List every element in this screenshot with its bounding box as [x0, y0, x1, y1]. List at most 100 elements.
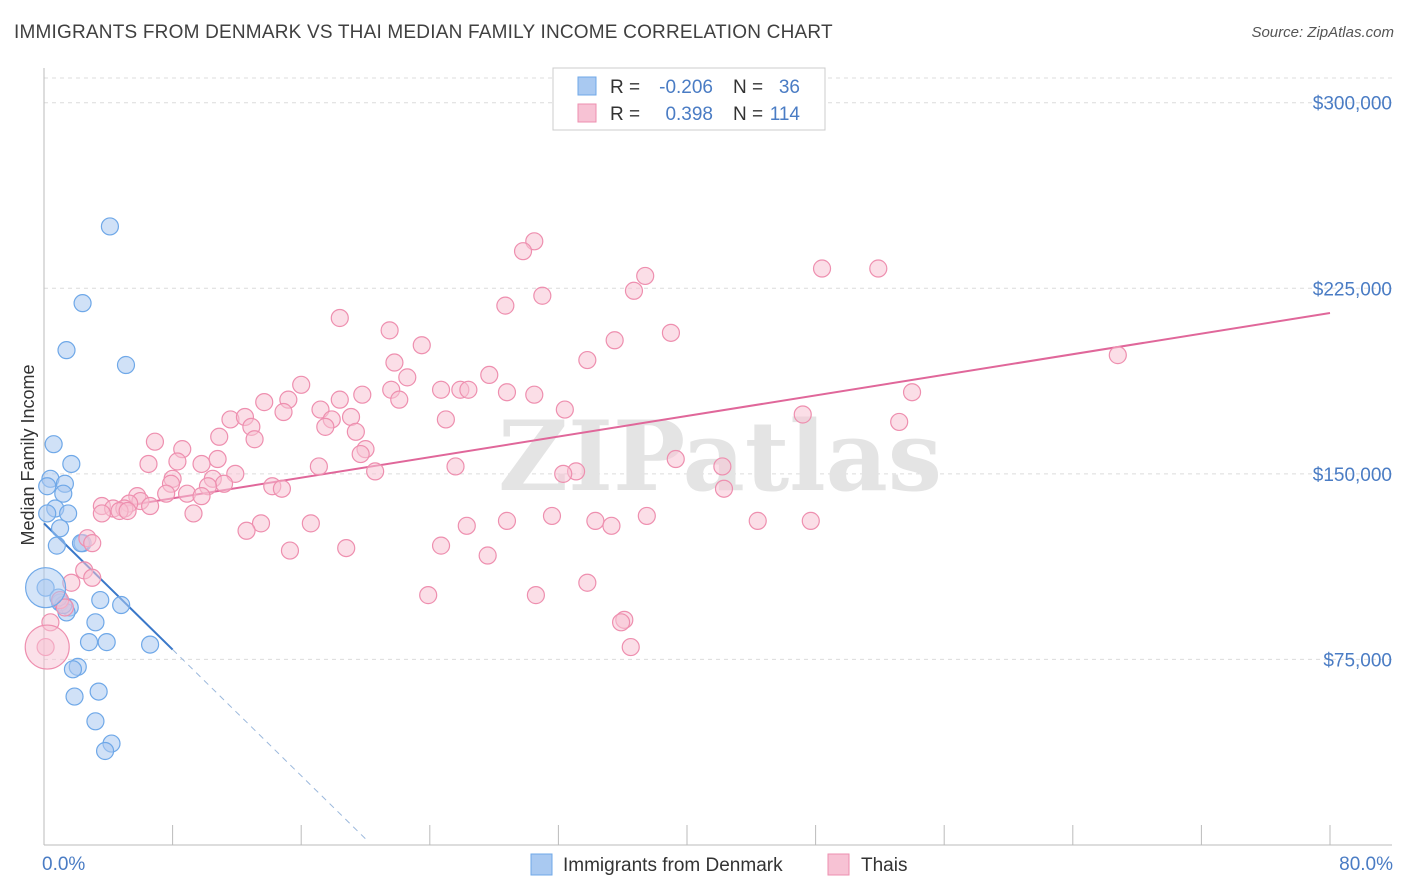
- point-thais-5: [533, 286, 552, 305]
- point-thais-37: [274, 402, 293, 422]
- point-denmark-16: [47, 536, 66, 555]
- point-thais-13: [578, 350, 597, 370]
- point-thais-40: [890, 412, 909, 432]
- point-denmark-4: [44, 435, 63, 454]
- point-denmark-5: [62, 454, 81, 474]
- point-denmark-31: [86, 712, 105, 731]
- point-thais-97: [431, 536, 451, 555]
- point-denmark-29: [89, 682, 108, 701]
- point-denmark-cluster: [25, 567, 67, 609]
- stats-r-label-thais: R =: [610, 104, 640, 125]
- point-thais-83: [251, 514, 271, 533]
- point-thais-96: [83, 534, 102, 553]
- chart-title: IMMIGRANTS FROM DENMARK VS THAI MEDIAN F…: [14, 22, 833, 43]
- point-denmark-18: [91, 590, 110, 610]
- point-thais-17: [398, 368, 417, 387]
- point-thais-84: [237, 521, 256, 540]
- point-thais-85: [301, 514, 320, 533]
- point-thais-cluster: [24, 624, 70, 670]
- point-denmark-2: [57, 341, 76, 360]
- point-thais-35: [436, 410, 455, 429]
- point-thais-102: [83, 568, 102, 587]
- stats-n-value-thais: 114: [770, 104, 801, 125]
- y-tick-label-3: $300,000: [1313, 94, 1392, 115]
- point-thais-23: [497, 383, 517, 402]
- stats-n-label-denmark: N =: [733, 77, 763, 98]
- point-thais-31: [555, 400, 574, 419]
- point-thais-10: [605, 331, 624, 350]
- point-thais-67: [272, 479, 292, 498]
- point-thais-42: [316, 417, 335, 436]
- point-thais-58: [366, 462, 385, 481]
- point-thais-19: [431, 380, 451, 399]
- point-thais-50: [666, 449, 685, 469]
- series-legend: Immigrants from Denmark Thais: [530, 853, 907, 876]
- point-denmark-23: [86, 613, 105, 632]
- point-thais-22: [459, 380, 478, 399]
- trend-line-thais: [124, 312, 1331, 508]
- point-thais-88: [542, 506, 562, 526]
- point-thais-14: [385, 353, 404, 372]
- y-tick-label-1: $150,000: [1313, 465, 1392, 486]
- chart-source: Source: ZipAtlas.com: [1251, 24, 1394, 41]
- stats-r-label-denmark: R =: [610, 77, 640, 98]
- point-thais-3: [869, 259, 888, 278]
- points-layer: [24, 217, 1127, 761]
- point-thais-45: [245, 430, 264, 449]
- point-thais-4: [636, 266, 655, 286]
- point-thais-70: [192, 487, 211, 506]
- legend-swatch-thais: [827, 853, 850, 876]
- point-thais-110: [611, 613, 631, 632]
- point-thais-99: [280, 541, 300, 560]
- point-thais-71: [157, 484, 176, 503]
- point-denmark-28: [63, 660, 83, 679]
- point-thais-25: [353, 385, 372, 404]
- point-thais-51: [208, 449, 227, 469]
- point-thais-49: [351, 444, 370, 464]
- point-thais-89: [637, 506, 656, 526]
- point-denmark-25: [97, 633, 116, 652]
- trend-line-denmark-extension: [172, 649, 366, 840]
- point-denmark-11: [59, 504, 78, 523]
- point-denmark-0: [100, 217, 120, 236]
- point-thais-16: [480, 365, 499, 385]
- stats-swatch-denmark: [577, 76, 597, 96]
- stats-legend: R = -0.206 N = 36 R = 0.398 N = 114: [552, 67, 826, 131]
- stats-r-value-thais: 0.398: [665, 104, 713, 125]
- point-thais-80: [92, 504, 111, 523]
- point-denmark-9: [54, 484, 73, 503]
- point-thais-90: [586, 511, 605, 530]
- point-thais-100: [478, 546, 497, 565]
- axes-layer: [43, 68, 1392, 846]
- point-thais-93: [801, 511, 820, 530]
- stats-r-value-denmark: -0.206: [659, 77, 713, 98]
- point-thais-12: [661, 323, 681, 342]
- point-thais-24: [525, 385, 544, 404]
- point-thais-6: [624, 281, 644, 300]
- y-tick-label-0: $75,000: [1323, 650, 1392, 671]
- point-thais-7: [496, 296, 515, 315]
- point-thais-1: [513, 242, 533, 261]
- point-denmark-26: [140, 635, 160, 654]
- point-thais-18: [292, 375, 311, 394]
- point-denmark-8: [38, 477, 57, 496]
- point-thais-86: [457, 516, 476, 535]
- point-thais-27: [390, 390, 409, 409]
- point-thais-105: [419, 586, 438, 605]
- point-thais-65: [214, 474, 234, 493]
- x-tick-label-1: 80.0%: [1339, 854, 1393, 875]
- point-denmark-1: [73, 294, 92, 313]
- trend-layer: [43, 312, 1331, 840]
- point-thais-2: [812, 259, 832, 278]
- point-thais-56: [446, 457, 465, 476]
- point-thais-15: [1108, 346, 1127, 365]
- point-thais-94: [714, 479, 734, 498]
- point-thais-11: [412, 336, 431, 355]
- point-denmark-30: [65, 687, 84, 706]
- x-tick-label-0: 0.0%: [42, 854, 85, 875]
- point-thais-8: [330, 308, 349, 328]
- labels-layer: $75,000 $150,000 $225,000 $300,000 0.0% 80.0%: [42, 94, 1393, 875]
- stats-swatch-thais: [577, 103, 597, 123]
- point-thais-46: [145, 432, 165, 451]
